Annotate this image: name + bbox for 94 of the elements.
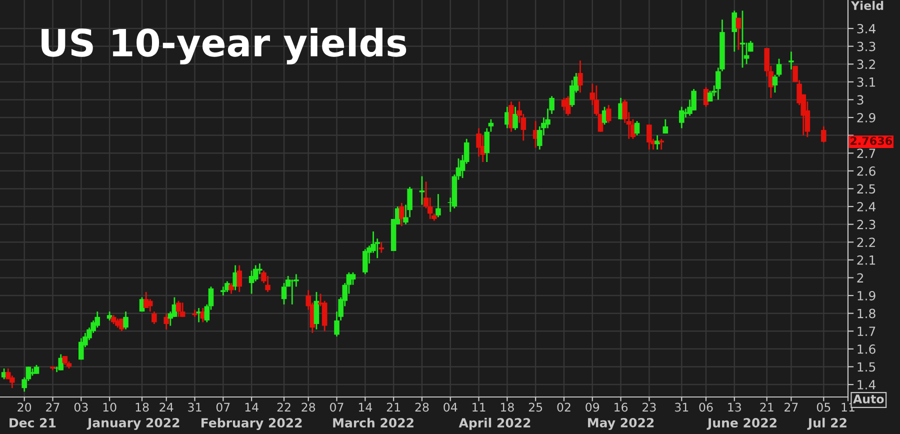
x-tick-label: 22 <box>277 402 290 412</box>
y-tick-label: 1.7 <box>858 326 876 336</box>
x2-tick-label: May 2022 <box>588 418 654 430</box>
y-tick-label: 2.6 <box>857 166 876 176</box>
text: Auto <box>853 394 884 404</box>
candlestick <box>662 118 668 134</box>
x-tick-label: 27 <box>46 402 60 412</box>
x2-tick-label: Jul 22 <box>807 418 846 430</box>
y-tick-label: 1.5 <box>858 362 876 372</box>
x-tick-label: 02 <box>557 402 570 412</box>
y-tick-label: 2.1 <box>857 255 876 265</box>
x-tick-label: 10 <box>103 402 116 412</box>
y-tick-label: 2.5 <box>857 184 876 194</box>
candlestick <box>265 275 270 293</box>
candlestick <box>281 282 287 306</box>
candlestick <box>399 202 404 227</box>
candlestick <box>484 127 490 163</box>
x-tick-label: 21 <box>760 402 774 412</box>
x-tick-label: 03 <box>74 402 88 412</box>
x2-tick-label: February 2022 <box>202 418 302 430</box>
candlestick <box>821 126 826 144</box>
y-tick-label: 2.7 <box>857 148 876 158</box>
x-tick-label: 28 <box>415 402 429 412</box>
x-tick-label: 13 <box>728 402 741 412</box>
x-tick-label: 27 <box>784 402 798 412</box>
candlestick <box>691 88 696 112</box>
candlestick <box>740 10 746 68</box>
x-tick-label: 09 <box>586 402 600 412</box>
candlestick <box>512 106 518 131</box>
candlestick <box>10 374 15 389</box>
candlestick <box>314 291 320 330</box>
y-tick-label: 3 <box>857 95 864 105</box>
y-tick-label: 3.2 <box>857 60 875 70</box>
x2-tick-label: Dec 21 <box>10 418 56 428</box>
x2-tick-label: June 2022 <box>706 418 776 430</box>
y-tick-label: 3.3 <box>857 42 876 52</box>
candlestick <box>488 118 494 132</box>
x2-tick-label: March 2022 <box>333 418 414 428</box>
x-tick-label: 31 <box>188 402 202 412</box>
y-tick-label: 1.4 <box>858 380 876 390</box>
y-tick-label: 2.2 <box>857 238 875 247</box>
candlestick <box>362 248 368 275</box>
candlestick <box>289 278 295 306</box>
x2-tick-label: January 2022 <box>86 418 180 430</box>
candlestick <box>176 300 182 318</box>
candlestick <box>180 302 186 318</box>
x-tick-label: 20 <box>18 402 32 412</box>
y-axis-title: Yield <box>850 0 884 10</box>
x-tick-label: 18 <box>136 402 149 412</box>
y-tick-label: 2 <box>857 273 864 282</box>
y-tick-label: 1.6 <box>858 344 876 354</box>
x-tick-label: 06 <box>699 402 713 412</box>
y-tick-label: 2.9 <box>857 112 876 122</box>
x-tick-label: 28 <box>302 402 316 412</box>
x-tick-label: 07 <box>216 402 230 412</box>
y-tick-label: 2.3 <box>857 220 876 230</box>
x2-tick-label: April 2022 <box>458 418 530 430</box>
x-tick-label: 14 <box>245 402 258 412</box>
candlestick <box>578 60 583 94</box>
x-tick-label: 16 <box>614 402 628 412</box>
candlestick <box>152 310 157 325</box>
candlestick <box>436 193 441 218</box>
candlestick <box>658 138 664 150</box>
text: US 10-year yields <box>42 28 406 64</box>
candlestick <box>679 106 684 129</box>
candlestick <box>164 312 169 330</box>
candlestick <box>236 264 242 293</box>
x-tick-label: 21 <box>386 402 400 412</box>
candlestick <box>634 120 640 136</box>
candlestick <box>58 354 64 371</box>
candlestick <box>788 50 794 70</box>
x-tick-label: 18 <box>500 402 514 412</box>
candlestick <box>606 104 612 124</box>
text: 2.7636 <box>850 136 892 146</box>
x-tick-label: 07 <box>330 402 344 412</box>
y-tick-label: 1.9 <box>858 290 876 300</box>
x-tick-label: 14 <box>358 402 372 412</box>
y-tick-label: 2.4 <box>857 202 876 212</box>
x-tick-label: 23 <box>642 402 656 412</box>
x-tick-label: 31 <box>675 402 688 412</box>
candlestick <box>646 124 652 150</box>
candlestick <box>419 176 425 206</box>
x-tick-label: 24 <box>160 402 174 412</box>
candlestick <box>147 298 153 312</box>
x-tick-label: 04 <box>444 402 458 412</box>
x-tick-label: 05 <box>816 402 830 412</box>
candlestick <box>736 17 742 51</box>
x-tick-label: 11 <box>472 402 486 412</box>
candlestick <box>350 272 356 286</box>
y-tick-label: 3.1 <box>857 77 876 87</box>
y-tick-label: 1.8 <box>858 308 876 318</box>
y-tick-label: 3.4 <box>857 24 876 34</box>
x-tick-label: 25 <box>528 402 542 412</box>
candlestick <box>123 310 128 330</box>
